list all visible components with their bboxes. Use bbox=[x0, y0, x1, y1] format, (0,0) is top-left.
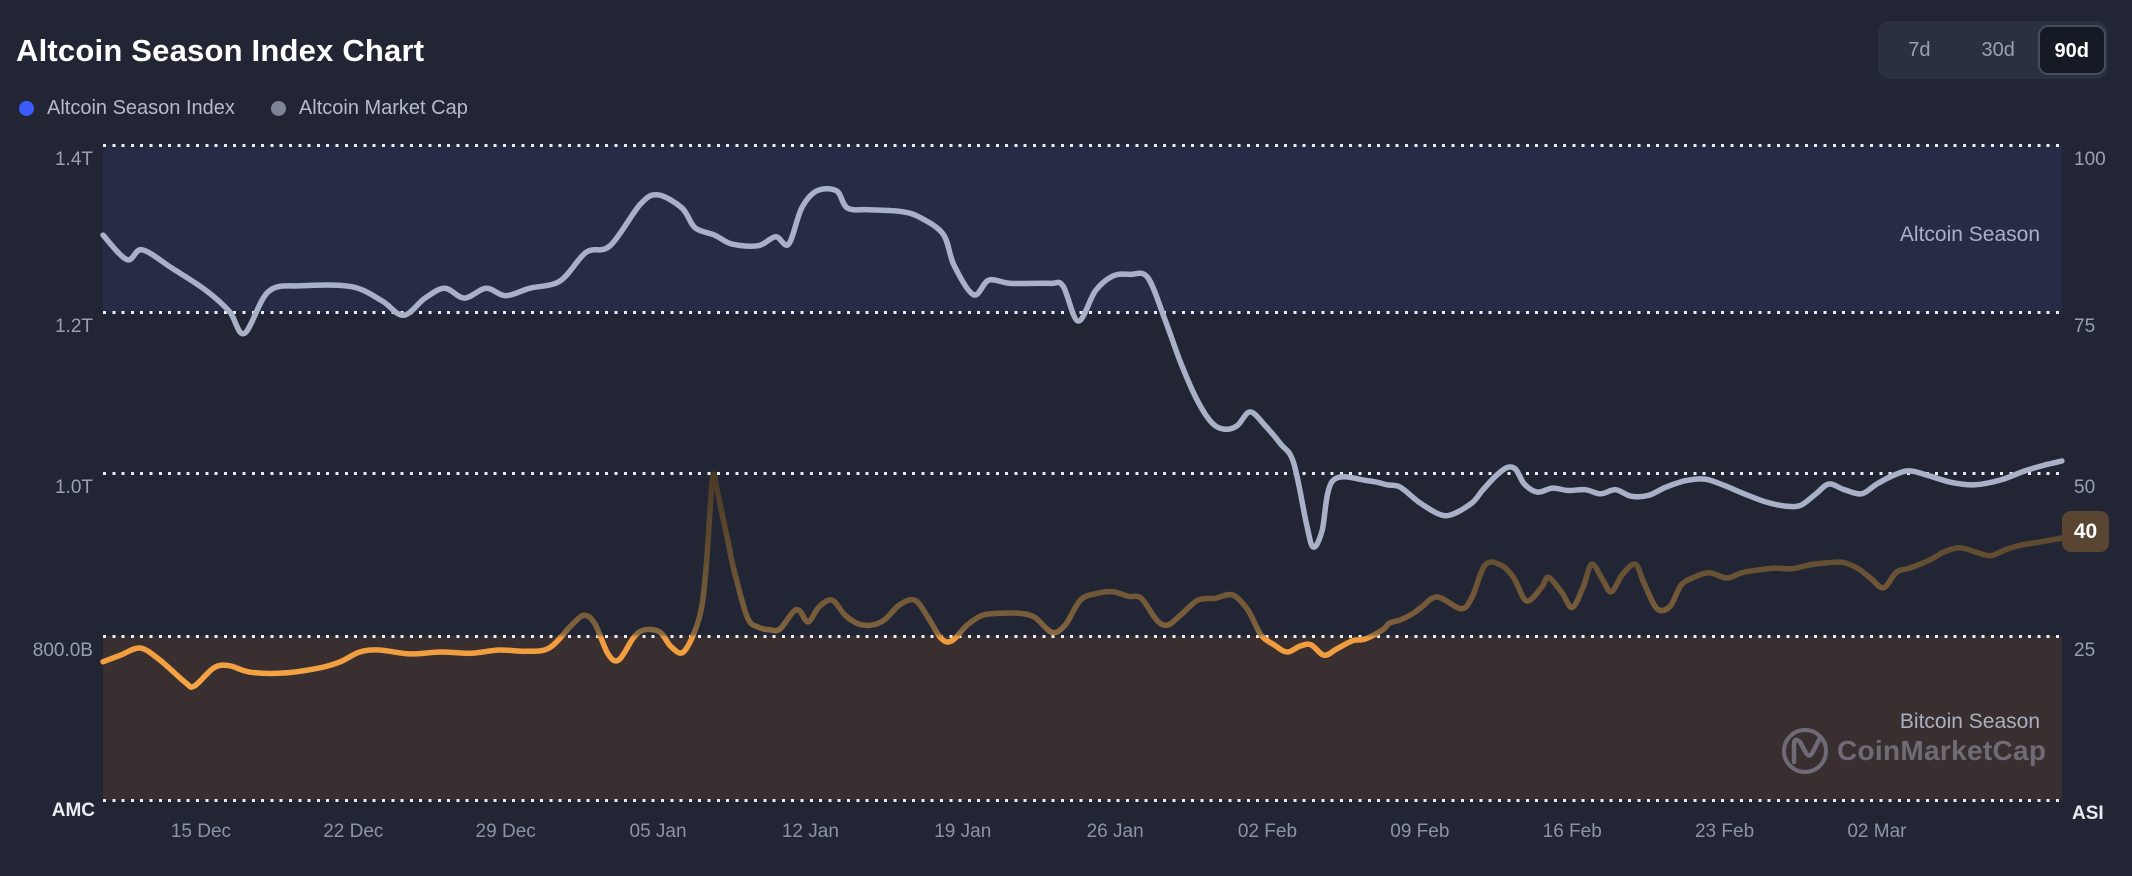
current-index-badge: 40 bbox=[2062, 511, 2109, 552]
x-axis-tick: 09 Feb bbox=[1390, 821, 1450, 842]
x-axis-tick: 15 Dec bbox=[170, 821, 232, 842]
bitcoin-season-band bbox=[103, 636, 2062, 800]
legend-item-label: Altcoin Season Index bbox=[47, 97, 235, 119]
x-axis-tick: 02 Mar bbox=[1847, 821, 1907, 842]
page-title: Altcoin Season Index Chart bbox=[16, 33, 425, 68]
left-axis-tick: 1.4T bbox=[54, 149, 93, 170]
x-axis-tick: 22 Dec bbox=[323, 821, 384, 842]
x-axis-tick: 29 Dec bbox=[475, 821, 536, 842]
coinmarketcap-logo-icon bbox=[1782, 728, 1828, 774]
time-range-selector: 7d 30d 90d bbox=[1878, 21, 2108, 79]
coinmarketcap-watermark: CoinMarketCap bbox=[1837, 735, 2047, 766]
range-button-90d[interactable]: 90d bbox=[2037, 25, 2106, 75]
gridline-2 bbox=[103, 471, 2062, 475]
right-axis-tick: 75 bbox=[2074, 316, 2096, 337]
legend-item-2[interactable]: Altcoin Market Cap bbox=[270, 97, 468, 120]
x-axis-tick: 26 Jan bbox=[1086, 821, 1144, 842]
legend: Altcoin Season Index Altcoin Market Cap bbox=[19, 97, 490, 120]
x-axis-tick: 19 Jan bbox=[934, 821, 992, 842]
x-axis-tick: 12 Jan bbox=[781, 821, 839, 842]
left-axis-corner-label: AMC bbox=[51, 800, 95, 821]
left-axis-tick: 1.0T bbox=[54, 477, 93, 498]
legend-dot-icon bbox=[19, 101, 34, 116]
range-button-30d[interactable]: 30d bbox=[1981, 38, 2015, 61]
range-button-7d[interactable]: 7d bbox=[1908, 38, 1931, 61]
x-axis-tick: 02 Feb bbox=[1237, 821, 1298, 842]
altcoin-season-band bbox=[103, 145, 2062, 312]
x-axis-tick: 23 Feb bbox=[1694, 821, 1755, 842]
right-axis-tick: 100 bbox=[2074, 149, 2106, 170]
legend-dot-icon bbox=[270, 101, 286, 116]
legend-item-1[interactable]: Altcoin Season Index bbox=[19, 97, 235, 120]
right-axis-corner-label: ASI bbox=[2072, 803, 2104, 824]
gridline-3 bbox=[103, 634, 2062, 638]
legend-item-label: Altcoin Market Cap bbox=[298, 97, 468, 119]
right-axis-tick: 25 bbox=[2074, 640, 2096, 661]
gridline-4 bbox=[103, 798, 2062, 802]
left-axis-tick: 1.2T bbox=[54, 316, 93, 337]
gridline-0 bbox=[103, 143, 2062, 147]
x-axis-tick: 16 Feb bbox=[1542, 821, 1602, 842]
altcoin-season-caption: Altcoin Season bbox=[1899, 223, 2040, 246]
x-axis-tick: 05 Jan bbox=[629, 821, 687, 842]
bitcoin-season-caption: Bitcoin Season bbox=[1899, 710, 2040, 733]
right-axis-tick: 50 bbox=[2074, 477, 2096, 498]
altcoin-market-cap-line[interactable] bbox=[100, 185, 2065, 550]
altcoin-season-index-line[interactable] bbox=[100, 471, 2065, 690]
left-axis-tick: 800.0B bbox=[32, 640, 93, 661]
